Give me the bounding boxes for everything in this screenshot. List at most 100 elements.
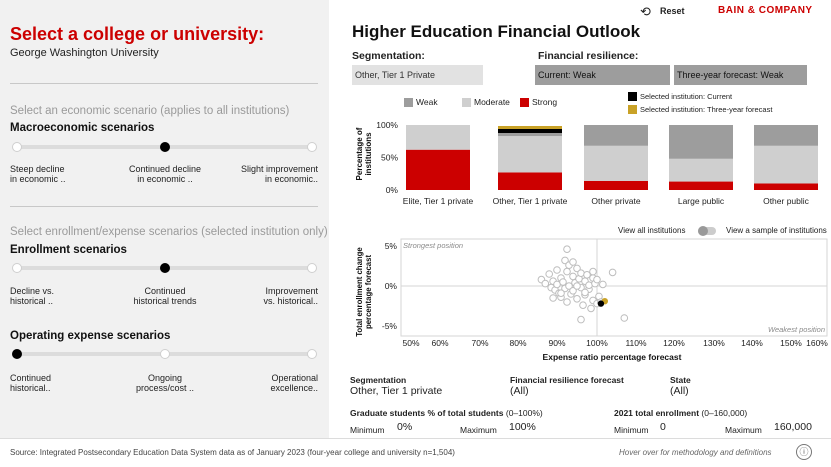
scatter-xtick: 50% — [402, 338, 419, 348]
legend-weak: Weak — [416, 97, 438, 107]
grad-min-label: Minimum — [350, 425, 385, 435]
opex-option-1-label[interactable]: Ongoing process/cost .. — [135, 373, 195, 393]
legend-forecast-swatch — [628, 105, 637, 114]
bar-xlabel-1: Other, Tier 1 private — [493, 196, 568, 206]
macro-option-2-handle[interactable] — [307, 142, 317, 152]
scatter-point — [569, 258, 577, 266]
bar-strong-2 — [584, 180, 648, 190]
bar-weak-2 — [584, 125, 648, 146]
enroll-min-input[interactable]: 0 — [660, 421, 666, 433]
scatter-point — [583, 271, 591, 279]
institution-select[interactable]: George Washington University — [10, 47, 159, 59]
enroll-option-2-label[interactable]: Improvement vs. historical.. — [263, 286, 318, 306]
opex-option-1-handle[interactable] — [160, 349, 170, 359]
enroll-label: 2021 total enrollment — [614, 408, 700, 418]
opex-option-2-handle[interactable] — [307, 349, 317, 359]
bar-strong-3 — [669, 181, 733, 190]
bar-strong-1 — [498, 172, 562, 190]
legend-selected-current: Selected institution: Current — [640, 92, 733, 101]
grad-max-input[interactable]: 100% — [509, 421, 536, 433]
reset-icon[interactable]: ⟲ — [640, 4, 651, 19]
select-institution-title: Select a college or university: — [10, 24, 265, 44]
bar-ylabel-2: institutions — [364, 132, 373, 176]
scatter-point — [561, 256, 569, 265]
enroll-option-1-label[interactable]: Continued historical trends — [133, 286, 197, 306]
macro-option-0-handle[interactable] — [12, 142, 22, 152]
scatter-point — [587, 304, 595, 313]
scatter-point — [577, 315, 585, 324]
enroll-max-input[interactable]: 160,000 — [774, 421, 812, 433]
bar-xlabel-3: Large public — [678, 196, 725, 206]
enroll-min-label: Minimum — [614, 425, 649, 435]
toggle-sample-label[interactable]: View a sample of institutions — [726, 226, 827, 235]
strongest-label: Strongest position — [403, 241, 463, 250]
reset-button[interactable]: Reset — [660, 6, 685, 16]
enrollment-expense-scatter: Total enrollment change percentage forec… — [355, 238, 828, 362]
enrollment-expense-prompt: Select enrollment/expense scenarios (sel… — [10, 226, 328, 238]
enroll-option-2-handle[interactable] — [307, 263, 317, 273]
scatter-xtick: 160% — [806, 338, 828, 348]
scatter-point — [608, 268, 617, 277]
filter-state-select[interactable]: (All) — [670, 385, 689, 397]
scatter-point — [541, 279, 550, 288]
filter-state-label: State — [670, 375, 691, 385]
grad-min-input[interactable]: 0% — [397, 421, 413, 433]
toggle-all-label[interactable]: View all institutions — [618, 226, 686, 235]
selected-current-marker — [498, 129, 562, 133]
scatter-point — [599, 280, 607, 289]
enroll-option-0-handle[interactable] — [12, 263, 22, 273]
scatter-frame — [400, 238, 828, 337]
legend-strong-swatch — [520, 98, 529, 107]
scatter-point — [545, 270, 553, 278]
macro-option-1-handle[interactable] — [160, 142, 170, 152]
forecast-resilience: Three-year forecast: Weak — [674, 65, 807, 85]
bar-strong-4 — [754, 183, 818, 190]
scatter-ytick: 0% — [385, 281, 398, 291]
filter-res-label: Financial resilience forecast — [510, 375, 624, 385]
filter-res-select[interactable]: (All) — [510, 385, 529, 397]
info-icon[interactable]: ⓘ — [796, 444, 812, 460]
resilience-bar-chart: Percentage of institutions 100% 50% 0% Eli… — [355, 120, 818, 206]
bar-xlabel-0: Elite, Tier 1 private — [403, 196, 474, 206]
enroll-filter-title: 2021 total enrollment (0–160,000) — [614, 408, 747, 418]
scatter-xlabel: Expense ratio percentage forecast — [543, 352, 682, 362]
scatter-xtick: 100% — [586, 338, 608, 348]
macro-option-1-label[interactable]: Continued decline in economic .. — [128, 164, 202, 184]
opex-option-2-label[interactable]: Operational excellence.. — [270, 373, 318, 393]
enroll-option-1-handle[interactable] — [160, 263, 170, 273]
bar-weak-4 — [754, 125, 818, 146]
bar-moderate-2 — [584, 145, 648, 181]
scatter-xtick: 70% — [471, 338, 488, 348]
macro-option-2-label[interactable]: Slight improvement in economic.. — [240, 164, 318, 184]
opex-option-0-handle[interactable] — [12, 349, 22, 359]
divider — [10, 83, 318, 84]
macro-option-0-label[interactable]: Steep decline in economic .. — [10, 164, 66, 184]
scatter-point — [573, 295, 581, 303]
scatter-ytick: -5% — [382, 321, 398, 331]
page-title: Higher Education Financial Outlook — [352, 22, 641, 41]
selected-current-point — [597, 300, 605, 307]
filter-seg-select[interactable]: Other, Tier 1 private — [350, 385, 443, 397]
bar-ytick: 50% — [381, 153, 398, 163]
scatter-xtick: 110% — [625, 338, 647, 348]
grad-max-label: Maximum — [460, 425, 497, 435]
scatter-xtick: 80% — [509, 338, 526, 348]
enroll-option-0-label[interactable]: Decline vs. historical .. — [10, 286, 55, 306]
view-toggle[interactable] — [698, 226, 716, 236]
scatter-ylabel-2: percentage forecast — [364, 255, 373, 330]
bar-weak-3 — [669, 125, 733, 159]
scatter-point — [573, 282, 581, 290]
scatter-point — [573, 264, 581, 273]
filter-seg-label: Segmentation — [350, 375, 407, 385]
bar-xlabel-2: Other private — [591, 196, 640, 206]
legend-weak-swatch — [404, 98, 413, 107]
selected-forecast-marker — [498, 126, 562, 129]
toggle-knob[interactable] — [698, 226, 708, 236]
opex-scenarios-title: Operating expense scenarios — [10, 330, 171, 342]
scatter-xtick: 90% — [548, 338, 565, 348]
opex-option-0-label[interactable]: Continued historical.. — [10, 373, 52, 393]
grad-filter-title: Graduate students % of total students (0… — [350, 408, 543, 418]
legend-current-swatch — [628, 92, 637, 101]
current-resilience: Current: Weak — [535, 65, 670, 85]
scatter-point — [563, 245, 571, 253]
